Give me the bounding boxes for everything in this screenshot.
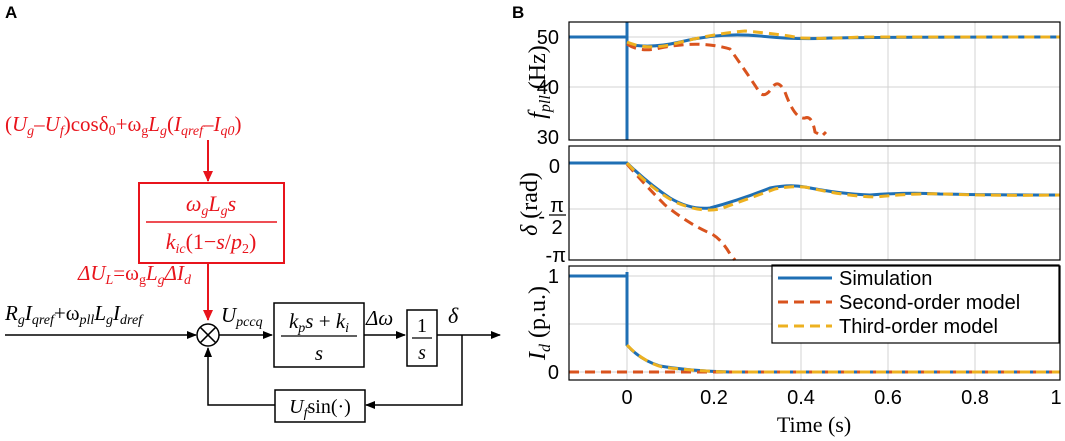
plot-id: 1 0 Simulation Second-order model Third-… — [525, 264, 1061, 384]
legend-simulation: Simulation — [839, 268, 932, 290]
fpll-ylabel: fpll (Hz) — [525, 45, 554, 119]
feedback-path-top — [365, 335, 463, 409]
delta-ul-label: ΔUL=ωgLgΔId — [77, 261, 192, 288]
panel-b: B 50 40 30 fpll (Hz) — [512, 3, 1062, 437]
feedback-block-label: Ufsin(·) — [289, 396, 351, 421]
id-tick-0: 0 — [548, 362, 559, 384]
x-tick-1: 1 — [1050, 387, 1061, 409]
x-tick-0-2: 0.2 — [700, 387, 728, 409]
integrator-block: 1 s — [406, 309, 438, 367]
fpll-third-order-curve — [626, 29, 1060, 49]
legend-third-order: Third-order model — [839, 316, 998, 338]
fpll-tick-30: 30 — [537, 127, 559, 149]
id-ylabel: Id (p.u.) — [525, 286, 554, 361]
summing-junction — [196, 323, 220, 347]
id-third-order-curve — [625, 343, 1060, 374]
panel-a-label: A — [5, 3, 17, 22]
delta-simulation-curve — [569, 161, 1061, 210]
pi-controller-block: kps + ki s — [273, 302, 365, 368]
delta-tick-two: 2 — [551, 217, 562, 239]
legend-second-order: Second-order model — [839, 292, 1020, 314]
x-axis-label: Time (s) — [777, 412, 851, 437]
filter-numerator: ωgLgs — [186, 191, 236, 219]
upccq-label: Upccq — [221, 303, 263, 330]
fpll-simulation-curve — [569, 22, 1061, 140]
plot-fpll: 50 40 30 fpll (Hz) — [525, 21, 1061, 149]
integrator-numerator: 1 — [417, 315, 427, 337]
fpll-tick-50: 50 — [537, 27, 559, 49]
plot-delta: 0 - π 2 -π δ (rad) — [517, 145, 1061, 267]
input-reference-label: RgIqref+ωpllLgIdref — [4, 301, 144, 328]
fpll-tick-40: 40 — [537, 77, 559, 99]
x-tick-0-8: 0.8 — [961, 387, 989, 409]
panel-b-label: B — [512, 3, 524, 22]
integrator-denominator: s — [418, 342, 426, 364]
feedforward-expression: (Ug–Uf)cosδ0+ωgLg(Iqref–Iq0) — [5, 112, 242, 139]
filter-block: ωgLgs kic(1−s/p2) — [138, 182, 285, 264]
delta-tick-0: 0 — [549, 156, 560, 178]
x-tick-0-4: 0.4 — [787, 387, 815, 409]
delta-tick-neg-pi: -π — [546, 245, 566, 267]
x-tick-0: 0 — [621, 387, 632, 409]
x-axis: 0 0.2 0.4 0.6 0.8 1 Time (s) — [621, 387, 1061, 437]
feedback-path-bottom — [204, 347, 275, 406]
panel-a: A (Ug–Uf)cosδ0+ωgLg(Iqref–Iq0) ωgLgs kic… — [4, 3, 501, 423]
delta-omega-label: Δω — [365, 306, 393, 330]
filter-denominator: kic(1−s/p2) — [166, 229, 257, 257]
delta-tick-minus: - — [538, 206, 545, 228]
delta-ylabel: δ (rad) — [517, 172, 543, 236]
delta-tick-pi: π — [550, 195, 564, 217]
feedback-block: Ufsin(·) — [274, 389, 366, 423]
delta-third-order-curve — [625, 161, 1061, 212]
delta-output-label: δ — [448, 303, 459, 328]
pi-numerator: kps + ki — [289, 309, 349, 336]
fpll-second-order-curve — [626, 42, 828, 138]
id-tick-1: 1 — [548, 266, 559, 288]
x-tick-0-6: 0.6 — [874, 387, 902, 409]
delta-second-order-curve — [625, 163, 737, 261]
pi-denominator: s — [315, 341, 323, 365]
legend: Simulation Second-order model Third-orde… — [771, 264, 1060, 344]
